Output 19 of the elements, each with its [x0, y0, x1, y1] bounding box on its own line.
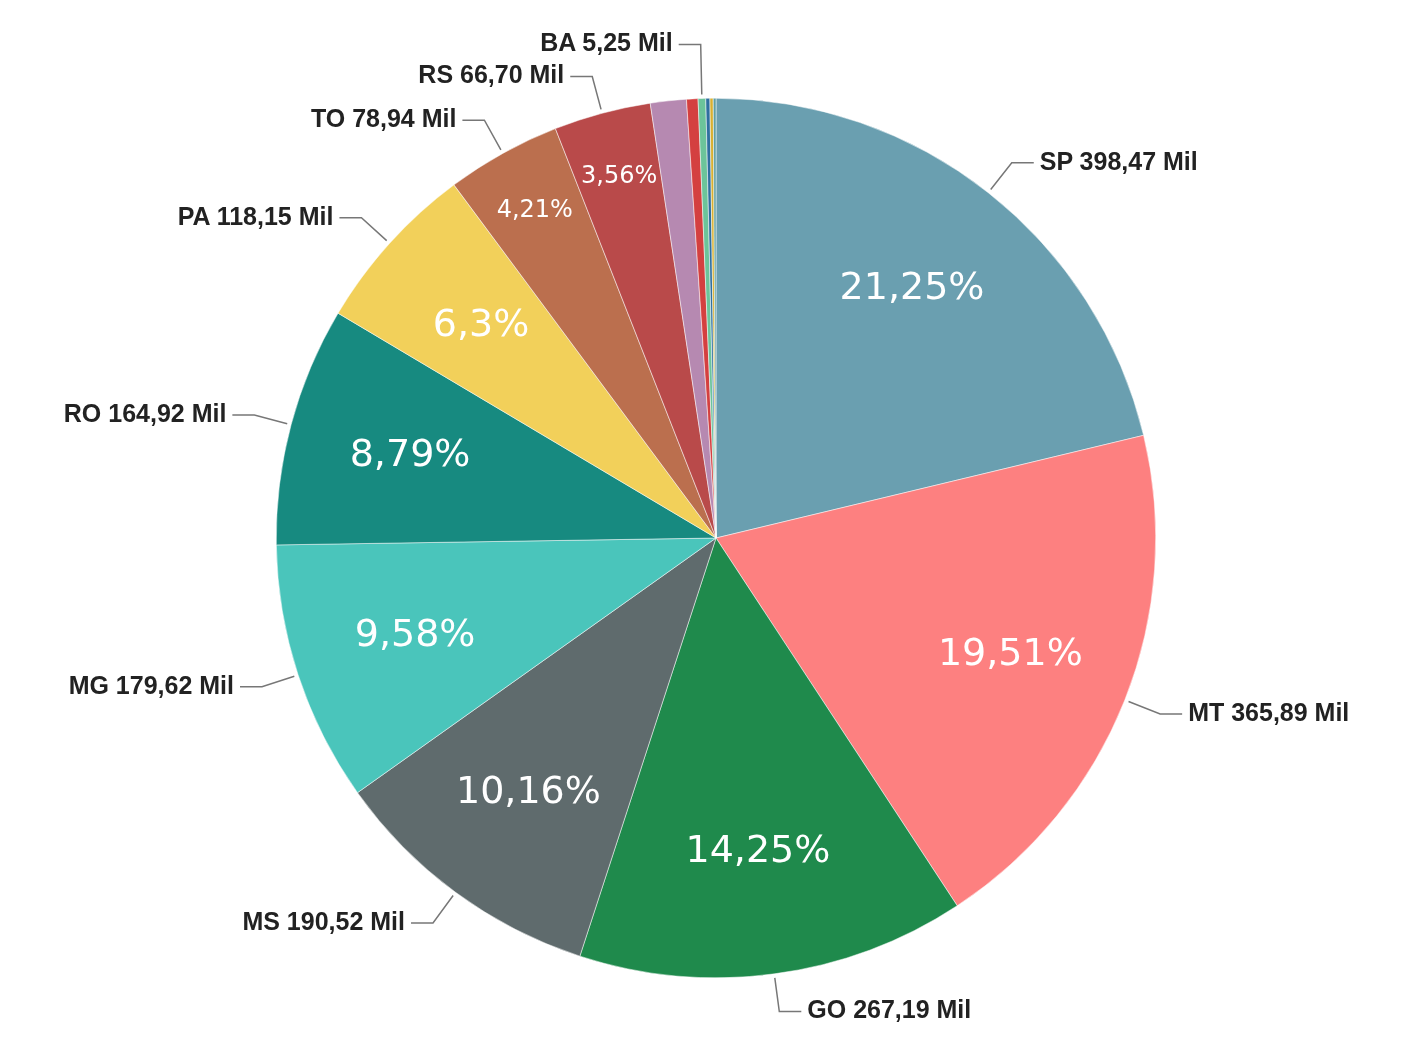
- data-label: 14,25%: [685, 826, 831, 871]
- slice-label: RS 66,70 Mil: [418, 60, 565, 89]
- slice-label: MT 365,89 Mil: [1188, 697, 1350, 726]
- slice-label: GO 267,19 Mil: [807, 995, 972, 1024]
- data-label: 19,51%: [937, 629, 1083, 674]
- slice-label: MG 179,62 Mil: [68, 670, 235, 699]
- data-label: 21,25%: [839, 264, 985, 309]
- slice-label: SP 398,47 Mil: [1039, 146, 1198, 175]
- slice-label: TO 78,94 Mil: [310, 104, 457, 133]
- data-label: 10,16%: [456, 767, 601, 812]
- slice-label: BA 5,25 Mil: [540, 28, 673, 57]
- slice-label: RO 164,92 Mil: [63, 398, 227, 427]
- data-label: 4,21%: [496, 195, 573, 224]
- slice-label: MS 190,52 Mil: [242, 906, 405, 935]
- data-label: 6,3%: [432, 300, 530, 345]
- data-label: 8,79%: [349, 431, 471, 476]
- data-label: 3,56%: [581, 161, 658, 190]
- data-label: 9,58%: [354, 611, 476, 656]
- slice-label: PA 118,15 Mil: [177, 201, 334, 230]
